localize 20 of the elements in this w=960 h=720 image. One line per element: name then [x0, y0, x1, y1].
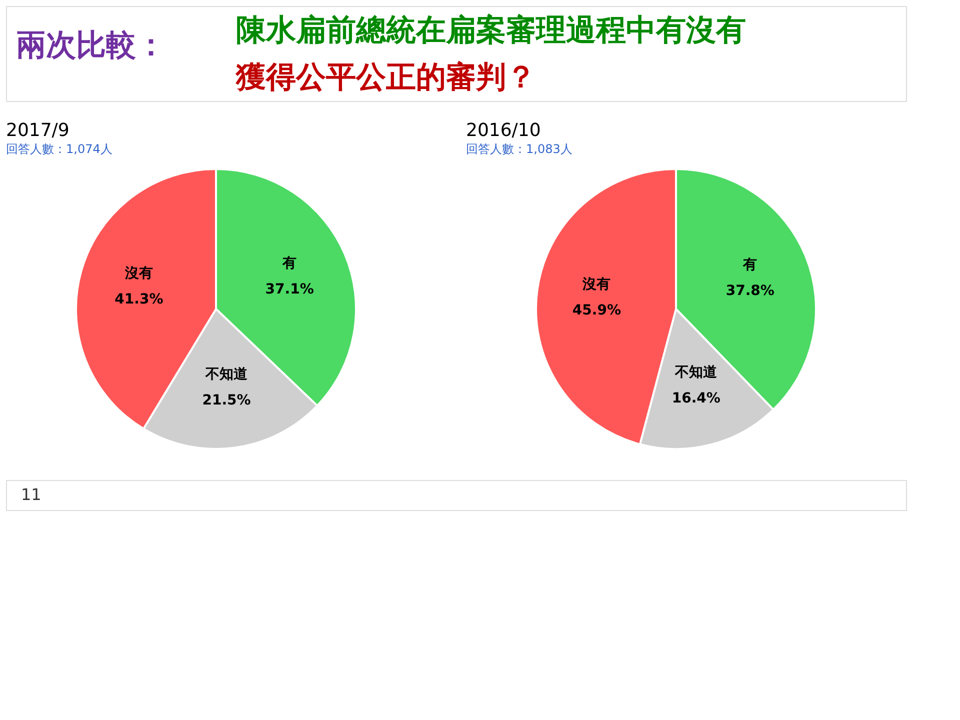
- slice-label: 沒有: [124, 266, 153, 282]
- text: 兩次比較：: [16, 28, 166, 63]
- chart-title: 2016/10: [466, 120, 541, 141]
- slice-label: 不知道: [674, 364, 718, 380]
- text: 11: [21, 485, 42, 504]
- slice-label: 不知道: [204, 366, 249, 382]
- data-label: 45.9%: [572, 302, 621, 319]
- slice-label: 有: [282, 256, 297, 272]
- slice-label: 有: [742, 256, 758, 273]
- data-label: 37.1%: [265, 282, 314, 298]
- text: 陳水扁前總統在扁案審理過程中有沒有: [236, 13, 746, 48]
- slice-label: 沒有: [582, 276, 611, 293]
- data-label: 16.4%: [672, 390, 720, 406]
- text: 獲得公平公正的審判？: [235, 60, 536, 95]
- chart-subtitle: 回答人數：1,074人: [6, 142, 112, 156]
- data-label: 21.5%: [202, 392, 251, 408]
- chart-subtitle: 回答人數：1,083人: [466, 142, 572, 156]
- data-label: 41.3%: [114, 292, 164, 308]
- data-label: 37.8%: [726, 282, 774, 299]
- chart-title: 2017/9: [6, 120, 70, 141]
